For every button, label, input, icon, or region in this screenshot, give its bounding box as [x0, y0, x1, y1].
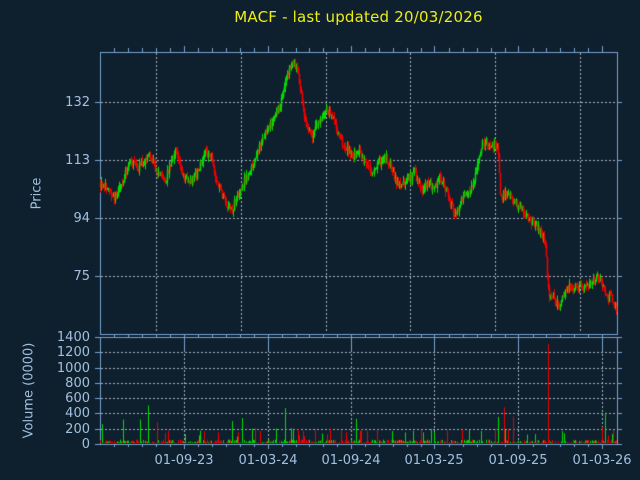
- volume-tick-label: 1000: [56, 361, 90, 376]
- volume-tick-label: 400: [65, 406, 90, 421]
- price-tick-label: 94: [73, 211, 90, 226]
- volume-tick-label: 200: [65, 422, 90, 437]
- date-tick-label: 01-03-25: [404, 453, 464, 468]
- volume-tick-label: 0: [81, 437, 90, 452]
- volume-axis-title: Volume (0000): [21, 342, 37, 439]
- price-tick-label: 132: [65, 95, 90, 110]
- volume-tick-label: 600: [65, 391, 90, 406]
- date-tick-label: 01-03-26: [572, 453, 632, 468]
- volume-tick-label: 800: [65, 376, 90, 391]
- chart-title: MACF - last updated 20/03/2026: [234, 8, 483, 26]
- price-tick-label: 75: [73, 269, 90, 284]
- date-tick-label: 01-03-24: [238, 453, 298, 468]
- price-tick-label: 113: [65, 153, 90, 168]
- date-tick-label: 01-09-25: [488, 453, 548, 468]
- volume-tick-label: 1200: [56, 345, 90, 360]
- volume-tick-label: 1400: [56, 330, 90, 345]
- date-tick-label: 01-09-24: [321, 453, 381, 468]
- date-tick-label: 01-09-23: [154, 453, 214, 468]
